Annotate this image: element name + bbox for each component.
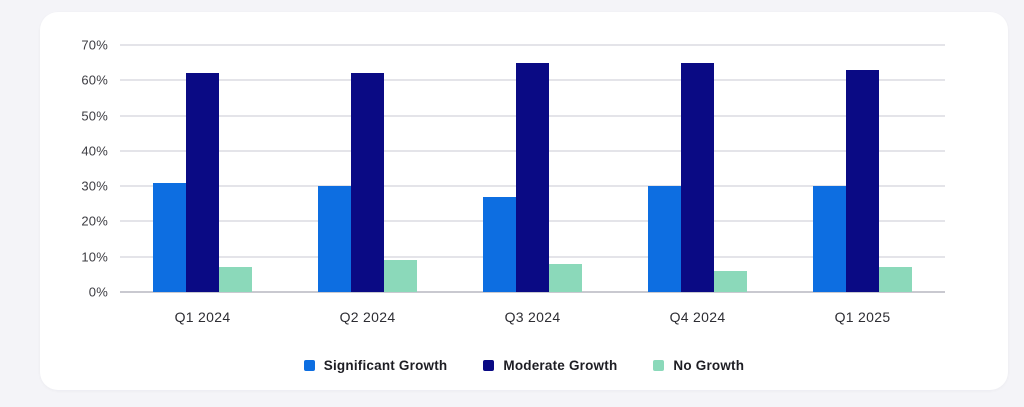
bar-significant-growth	[153, 182, 186, 292]
x-axis-label: Q2 2024	[339, 309, 396, 325]
bar-group-q4-2024	[615, 45, 780, 292]
legend-swatch-icon	[653, 360, 665, 371]
bar-moderate-growth	[846, 69, 879, 292]
bar-moderate-growth	[681, 62, 714, 292]
y-tick-label: 60%	[81, 72, 108, 88]
legend-swatch-icon	[303, 360, 315, 371]
y-tick-label: 10%	[81, 249, 108, 265]
y-tick-label: 20%	[81, 213, 108, 229]
bar-no-growth	[549, 263, 582, 292]
bar-no-growth	[384, 260, 417, 292]
chart-legend: Significant Growth Moderate Growth No Grow…	[40, 358, 1008, 373]
bar-no-growth	[219, 267, 252, 292]
x-axis-label: Q3 2024	[504, 309, 561, 325]
y-tick-label: 0%	[88, 284, 108, 300]
y-tick-label: 70%	[81, 37, 108, 53]
bar-moderate-growth	[516, 62, 549, 292]
bar-moderate-growth	[351, 73, 384, 292]
bar-significant-growth	[648, 186, 681, 292]
y-tick-label: 50%	[81, 108, 108, 124]
bar-no-growth	[879, 267, 912, 292]
legend-swatch-icon	[483, 360, 495, 371]
legend-label: Significant Growth	[323, 358, 448, 373]
gridline	[120, 291, 945, 293]
y-tick-label: 30%	[81, 178, 108, 194]
legend-label: Moderate Growth	[503, 358, 618, 373]
legend-item-significant-growth: Significant Growth	[303, 358, 448, 373]
bar-groups	[120, 45, 945, 292]
bar-significant-growth	[483, 196, 516, 292]
bar-group-q3-2024	[450, 45, 615, 292]
x-axis-label: Q4 2024	[669, 309, 726, 325]
y-tick-label: 40%	[81, 143, 108, 159]
plot-area: 0% 10% 20% 30% 40% 50% 60% 70%	[81, 39, 945, 299]
bar-significant-growth	[318, 186, 351, 292]
legend-item-no-growth: No Growth	[653, 358, 744, 373]
chart-card: 0% 10% 20% 30% 40% 50% 60% 70% Q1 2024 Q2 2024 Q3…	[40, 12, 1008, 390]
legend-label: No Growth	[673, 358, 745, 373]
bar-significant-growth	[813, 186, 846, 292]
bar-group-q1-2025	[780, 45, 945, 292]
legend-item-moderate-growth: Moderate Growth	[483, 358, 617, 373]
x-axis-label: Q1 2025	[834, 309, 891, 325]
x-axis-label: Q1 2024	[174, 309, 231, 325]
bar-group-q1-2024	[120, 45, 285, 292]
bar-no-growth	[714, 270, 747, 292]
x-axis-labels: Q1 2024 Q2 2024 Q3 2024 Q4 2024 Q1 2025	[120, 309, 945, 325]
gridline	[120, 44, 945, 46]
bar-moderate-growth	[186, 73, 219, 292]
bar-group-q2-2024	[285, 45, 450, 292]
